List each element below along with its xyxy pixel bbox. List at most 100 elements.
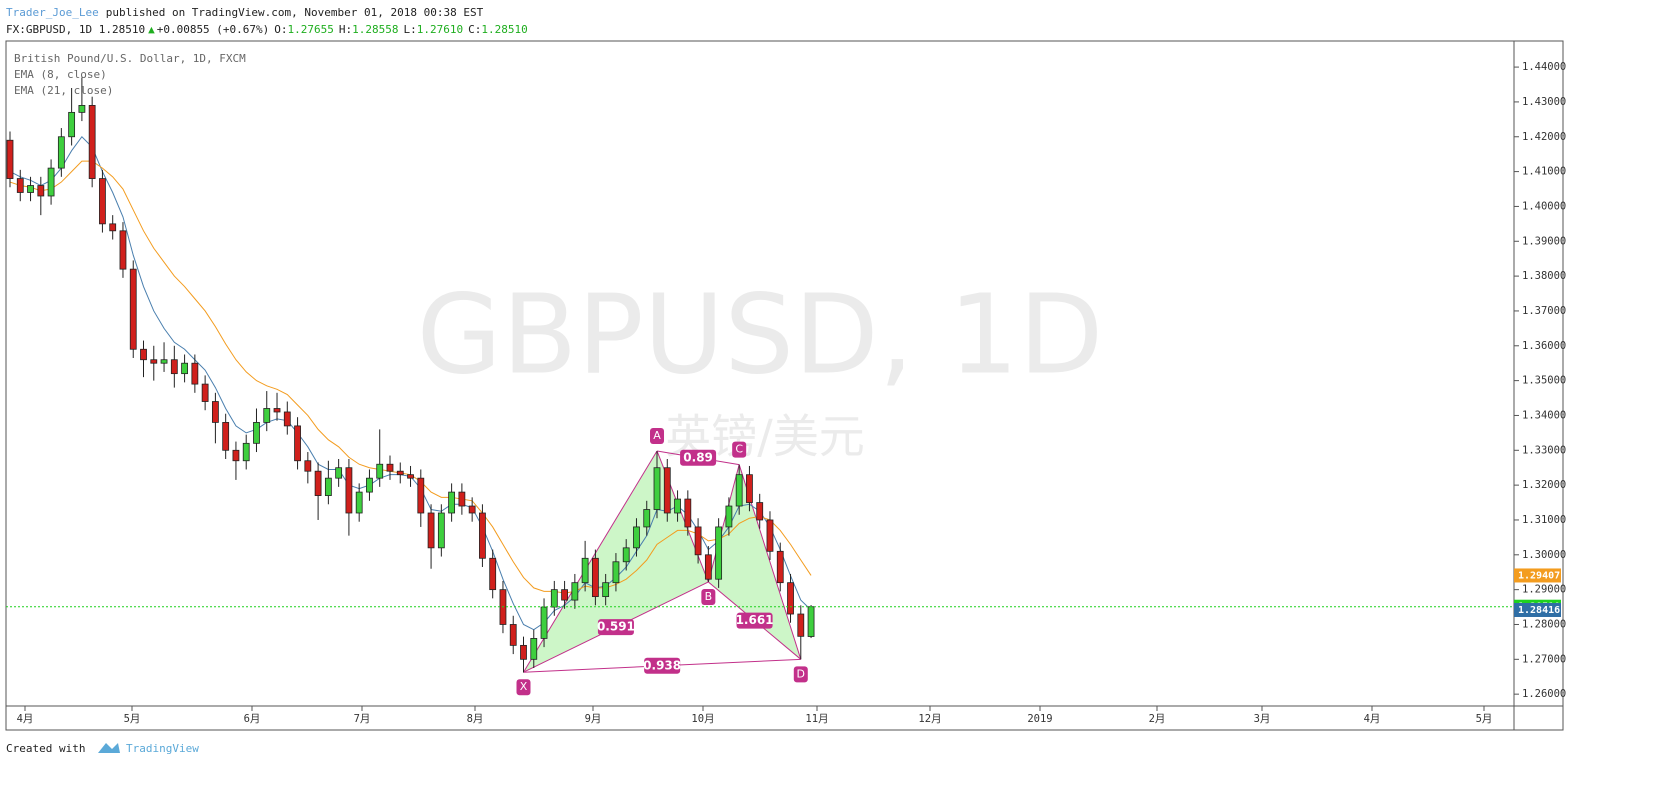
candle-body [448, 491, 456, 514]
y-tick-label: 1.40000 [1522, 200, 1566, 212]
x-tick-label: 4月 [1364, 713, 1381, 725]
y-tick-label: 1.26000 [1522, 688, 1566, 700]
candle-body [191, 362, 199, 385]
ohlc-value: 1.27610 [417, 23, 463, 36]
candle-body [694, 526, 702, 556]
candle-body [776, 550, 784, 584]
y-tick-label: 1.28000 [1522, 618, 1566, 630]
legend-entry: EMA (21, close) [14, 84, 113, 97]
price-label-box [1514, 602, 1561, 617]
candle-body [314, 470, 322, 496]
x-tick-label: 8月 [467, 713, 484, 725]
pattern-point-box [793, 666, 808, 683]
x-tick-label: 7月 [354, 713, 371, 725]
pattern-point-label: D [797, 667, 805, 680]
arrow: ▲ [148, 23, 155, 36]
candle-body [27, 185, 34, 193]
published: published on TradingView.com, November 0… [106, 6, 484, 19]
candle-body [78, 105, 86, 113]
ratio-label: 0.591 [597, 619, 635, 636]
candle-body [109, 223, 117, 232]
y-tick-label: 1.43000 [1522, 96, 1566, 108]
candle-body [622, 547, 630, 563]
candle-body [725, 505, 733, 528]
x-tick-label: 6月 [244, 713, 261, 725]
candle-body [643, 509, 651, 528]
candle-body [366, 477, 373, 493]
candle-body [674, 498, 681, 514]
y-tick-label: 1.30000 [1522, 549, 1566, 561]
pattern-point-box [650, 427, 665, 444]
candle-body [746, 474, 753, 503]
candle-body [479, 512, 486, 559]
candle-body [119, 230, 127, 270]
candle-body [756, 502, 764, 521]
author[interactable]: Trader_Joe_Lee [6, 6, 99, 19]
x-tick-label: 11月 [805, 713, 828, 725]
candle-body [735, 474, 743, 507]
pattern-fill [708, 464, 801, 660]
candle-body [232, 449, 240, 462]
pattern-point-box [516, 679, 531, 696]
candle-body [304, 460, 312, 472]
pattern-point-label: C [735, 443, 743, 456]
legend-entry: EMA (8, close) [14, 68, 107, 81]
symbol-line: FX:GBPUSD, 1D 1.28510 ▲ +0.00855 (+0.67%) O… [6, 23, 528, 36]
candle-body [602, 582, 610, 598]
footer-created: Created with [6, 742, 85, 755]
pattern-point-label: B [705, 590, 713, 603]
ratio-box [597, 619, 634, 636]
ohlc-value: 1.28558 [352, 23, 398, 36]
candle-body [653, 467, 661, 510]
ratio-text: 0.938 [643, 658, 681, 672]
candle-body [571, 582, 579, 601]
pattern-line [707, 464, 740, 583]
ratio-box [644, 657, 681, 674]
price-label: 1.29407 [1518, 570, 1560, 581]
ratio-label: 1.661 [736, 612, 774, 629]
candle-body [417, 477, 425, 514]
x-tick-label: 9月 [585, 713, 602, 725]
candle-body [201, 383, 209, 402]
ratio-box [736, 612, 773, 629]
candle-body [550, 589, 558, 608]
footer-brand[interactable]: TradingView [126, 742, 199, 755]
candle-body [797, 613, 805, 637]
candle-body [581, 557, 589, 584]
legend-entry: British Pound/U.S. Dollar, 1D, FXCM [14, 52, 246, 65]
y-tick-label: 1.33000 [1522, 444, 1566, 456]
candle-body [160, 359, 168, 364]
candle-body [715, 526, 723, 580]
ohlc-key: O: [274, 23, 287, 36]
watermark: GBPUSD, 1D [417, 270, 1104, 398]
x-tick-label: 2月 [1149, 713, 1166, 725]
candle-body [663, 467, 671, 514]
ohlc-key: H: [339, 23, 352, 36]
candle-body [396, 470, 404, 476]
ratio-label: 0.89 [680, 449, 717, 466]
candle-body [530, 638, 538, 660]
x-tick-label: 2019 [1027, 713, 1052, 725]
candle-body [520, 644, 527, 660]
x-tick-label: 4月 [17, 713, 34, 725]
candle-body [273, 408, 281, 413]
candle-body [68, 111, 76, 138]
ratio-text: 1.661 [736, 613, 774, 627]
candle-body [211, 401, 219, 423]
ohlc-key: C: [468, 23, 481, 36]
candle-body [345, 467, 353, 514]
candle-body [704, 554, 712, 580]
symbol: FX:GBPUSD, 1D 1.28510 [6, 23, 145, 36]
candle-body [561, 589, 568, 601]
x-tick-label: 5月 [1476, 713, 1493, 725]
candle-body [47, 167, 55, 197]
y-tick-label: 1.35000 [1522, 375, 1566, 387]
y-tick-label: 1.31000 [1522, 514, 1566, 526]
pattern-point-label: A [653, 429, 661, 442]
ratio-text: 0.591 [597, 620, 635, 634]
header-line: Trader_Joe_Lee published on TradingView.c… [6, 6, 484, 19]
candle-body [376, 463, 384, 479]
candle-body [253, 422, 260, 444]
price-label: 1.28416 [1518, 605, 1560, 616]
y-tick-label: 1.44000 [1522, 61, 1566, 73]
